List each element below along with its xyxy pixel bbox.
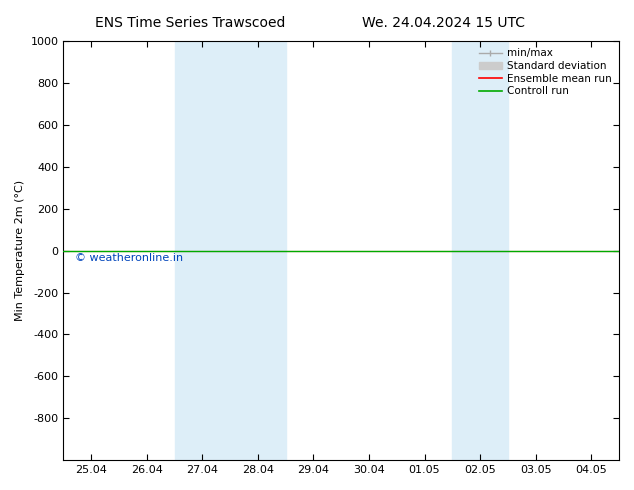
Text: © weatheronline.in: © weatheronline.in (75, 253, 183, 263)
Bar (452, 41, 508, 460)
Text: We. 24.04.2024 15 UTC: We. 24.04.2024 15 UTC (362, 16, 526, 30)
Text: ENS Time Series Trawscoed: ENS Time Series Trawscoed (95, 16, 285, 30)
Bar (174, 41, 286, 460)
Y-axis label: Min Temperature 2m (°C): Min Temperature 2m (°C) (15, 180, 25, 321)
Legend: min/max, Standard deviation, Ensemble mean run, Controll run: min/max, Standard deviation, Ensemble me… (477, 46, 614, 98)
